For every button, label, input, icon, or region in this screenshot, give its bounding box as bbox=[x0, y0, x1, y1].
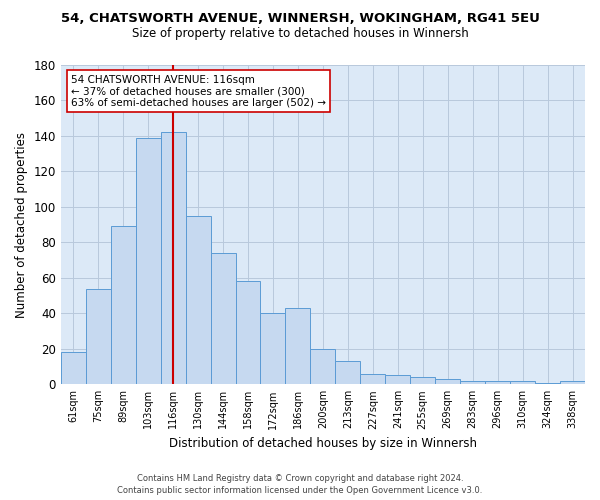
Text: 54, CHATSWORTH AVENUE, WINNERSH, WOKINGHAM, RG41 5EU: 54, CHATSWORTH AVENUE, WINNERSH, WOKINGH… bbox=[61, 12, 539, 26]
Bar bbox=[410, 377, 435, 384]
X-axis label: Distribution of detached houses by size in Winnersh: Distribution of detached houses by size … bbox=[169, 437, 477, 450]
Bar bbox=[460, 381, 485, 384]
Bar bbox=[185, 216, 211, 384]
Bar bbox=[161, 132, 185, 384]
Bar bbox=[211, 253, 236, 384]
Bar bbox=[260, 314, 286, 384]
Bar bbox=[310, 349, 335, 384]
Bar bbox=[435, 379, 460, 384]
Text: Size of property relative to detached houses in Winnersh: Size of property relative to detached ho… bbox=[131, 28, 469, 40]
Bar bbox=[560, 381, 585, 384]
Bar bbox=[111, 226, 136, 384]
Bar bbox=[510, 381, 535, 384]
Text: Contains HM Land Registry data © Crown copyright and database right 2024.
Contai: Contains HM Land Registry data © Crown c… bbox=[118, 474, 482, 495]
Bar bbox=[136, 138, 161, 384]
Bar bbox=[335, 361, 361, 384]
Bar bbox=[236, 282, 260, 385]
Bar bbox=[61, 352, 86, 384]
Y-axis label: Number of detached properties: Number of detached properties bbox=[15, 132, 28, 318]
Bar bbox=[361, 374, 385, 384]
Bar bbox=[535, 382, 560, 384]
Bar bbox=[286, 308, 310, 384]
Bar bbox=[485, 381, 510, 384]
Bar bbox=[385, 376, 410, 384]
Bar bbox=[86, 288, 111, 384]
Text: 54 CHATSWORTH AVENUE: 116sqm
← 37% of detached houses are smaller (300)
63% of s: 54 CHATSWORTH AVENUE: 116sqm ← 37% of de… bbox=[71, 74, 326, 108]
